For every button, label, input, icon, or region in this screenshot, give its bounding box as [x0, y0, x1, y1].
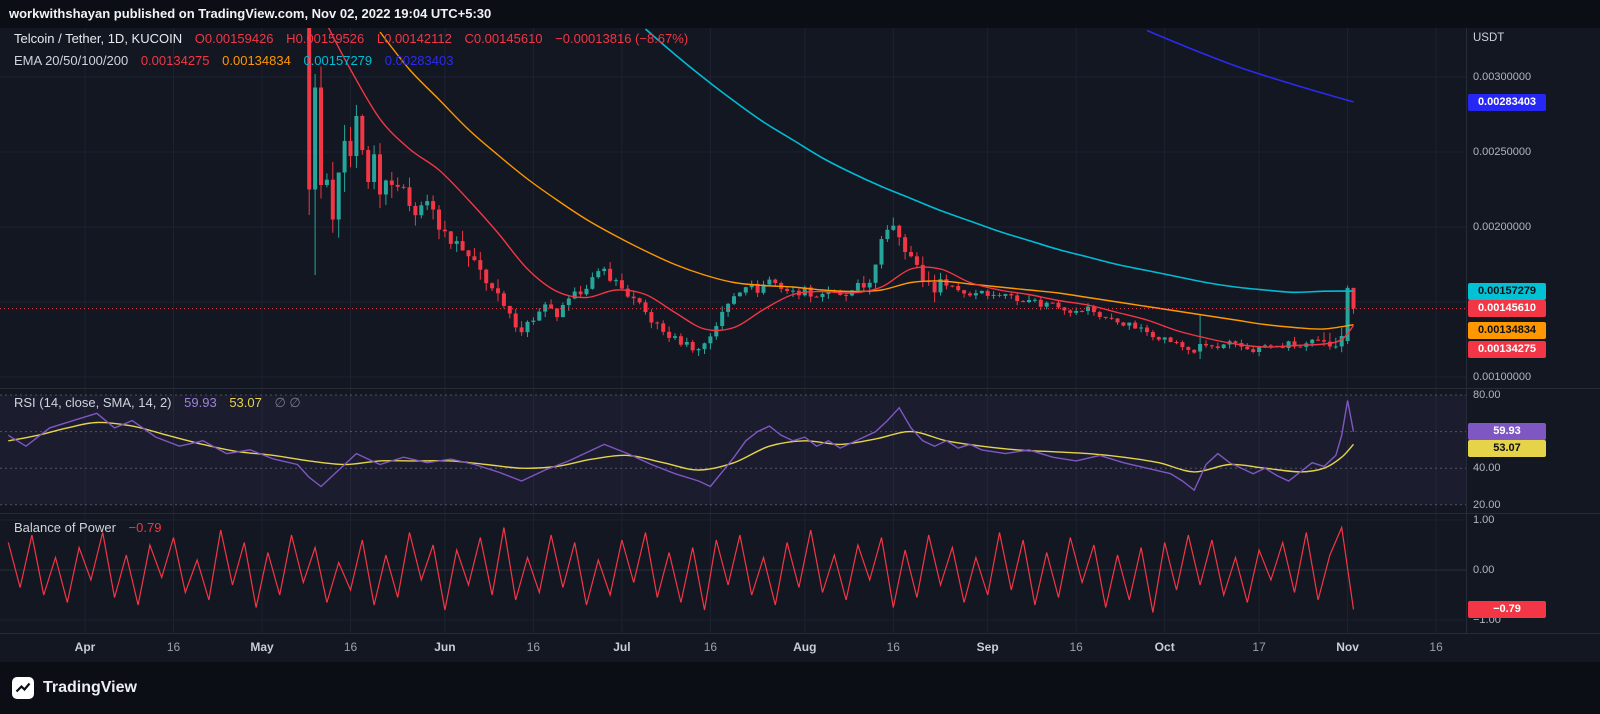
price-badge-ema200: 0.00283403 [1468, 94, 1546, 111]
ohlc-high-label: H [286, 31, 296, 46]
time-axis-label: 16 [526, 640, 541, 654]
tradingview-logo-icon[interactable] [12, 677, 34, 699]
price-axis-tick-100: 0.00100000 [1473, 371, 1532, 383]
rsi-value: 59.93 [184, 395, 217, 410]
ohlc-close: C0.00145610 [464, 31, 542, 46]
ohlc-open-value: 0.00159426 [204, 31, 274, 46]
price-badge-ema100: 0.00157279 [1468, 283, 1546, 300]
price-axis-tick-300: 0.00300000 [1473, 71, 1532, 83]
symbol-legend: Telcoin / Tether, 1D, KUCOIN O0.00159426… [14, 31, 688, 47]
symbol-title[interactable]: Telcoin / Tether, 1D, KUCOIN [14, 31, 183, 46]
price-badge-ema50: 0.00134834 [1468, 322, 1546, 339]
ohlc-close-label: C [464, 31, 474, 46]
ohlc-low-label: L [376, 31, 385, 46]
ema100-value: 0.00157279 [303, 53, 373, 68]
time-axis-label: 16 [703, 640, 718, 654]
ema50-value: 0.00134834 [222, 53, 291, 68]
price-badge-last: 0.00145610 [1468, 300, 1546, 317]
ohlc-high-value: 0.00159526 [295, 31, 365, 46]
rsi-title[interactable]: RSI (14, close, SMA, 14, 2) [14, 395, 172, 410]
price-axis-tick-250: 0.00250000 [1473, 146, 1532, 158]
time-axis-label: Apr [74, 640, 96, 654]
rsi-axis-tick-20: 20.00 [1473, 499, 1501, 511]
bop-value: −0.79 [128, 520, 162, 535]
bop-title[interactable]: Balance of Power [14, 520, 116, 535]
rsi-sma-badge: 53.07 [1468, 440, 1546, 457]
ema-title[interactable]: EMA 20/50/100/200 [14, 53, 129, 68]
time-axis-label: Nov [1336, 640, 1359, 654]
time-axis-label: 16 [166, 640, 181, 654]
ohlc-low-value: 0.00142112 [384, 31, 452, 46]
time-axis[interactable]: Apr 16 May 16 Jun 16 Jul 16 Aug 16 Sep 16 Oct 17 Nov 16 [0, 640, 1466, 662]
time-axis-label: 17 [1252, 640, 1266, 654]
rsi-badge: 59.93 [1468, 423, 1546, 440]
ohlc-open-label: O [194, 31, 205, 46]
bop-axis-tick-1: 1.00 [1473, 514, 1495, 526]
ema200-value: 0.00283403 [384, 53, 454, 68]
time-axis-label: May [250, 640, 274, 654]
rsi-legend: RSI (14, close, SMA, 14, 2) 59.93 53.07 … [14, 395, 301, 411]
rsi-hidden-values: ∅ ∅ [274, 395, 301, 410]
ohlc-high: H0.00159526 [286, 31, 364, 46]
change-value: −0.00013816 (−8.67%) [555, 31, 689, 46]
attribution-text: workwithshayan published on TradingView.… [9, 6, 492, 21]
time-axis-label: 16 [1069, 640, 1083, 654]
price-axis-tick-200: 0.00200000 [1473, 221, 1532, 233]
ohlc-low: L0.00142112 [377, 31, 452, 46]
tradingview-wordmark[interactable]: TradingView [43, 679, 137, 696]
time-axis-label: Aug [793, 640, 817, 654]
footer-bar: TradingView [0, 662, 1600, 714]
bop-axis-tick-0: 0.00 [1473, 564, 1495, 576]
ema-legend: EMA 20/50/100/200 0.00134275 0.00134834 … [14, 53, 453, 69]
rsi-axis-tick-80: 80.00 [1473, 389, 1501, 401]
time-axis-label: 16 [886, 640, 900, 654]
time-axis-label: Sep [976, 640, 999, 654]
price-badge-ema20: 0.00134275 [1468, 341, 1546, 358]
ohlc-close-value: 0.00145610 [473, 31, 543, 46]
time-axis-label: Jul [613, 640, 631, 654]
ema20-value: 0.00134275 [140, 53, 210, 68]
rsi-sma-value: 53.07 [229, 395, 262, 410]
time-axis-label: Jun [434, 640, 456, 654]
time-axis-label: 16 [1429, 640, 1443, 654]
rsi-axis-tick-40: 40.00 [1473, 462, 1501, 474]
axis-currency-label: USDT [1473, 32, 1505, 44]
time-axis-label: 16 [343, 640, 358, 654]
time-axis-label: Oct [1154, 640, 1175, 654]
bop-badge: −0.79 [1468, 601, 1546, 618]
attribution-bar: workwithshayan published on TradingView.… [0, 0, 1600, 28]
ohlc-open: O0.00159426 [195, 31, 274, 46]
bop-legend: Balance of Power −0.79 [14, 520, 161, 536]
